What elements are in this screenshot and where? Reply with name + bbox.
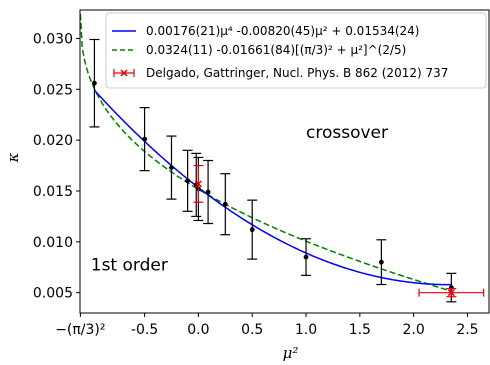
legend-swatch-delgado: [113, 69, 135, 77]
y-tick-label: 0.025: [33, 82, 73, 98]
data-point-10: [376, 239, 387, 286]
y-axis-label: κ: [4, 152, 22, 163]
plot-frame: [79, 9, 490, 314]
legend-entry-delgado: Delgado, Gattringer, Nucl. Phys. B 862 (…: [146, 66, 448, 80]
data-point-2: [166, 135, 177, 200]
reference-point-0: [193, 164, 204, 203]
data-point-marker: [169, 165, 174, 171]
fit-line-power: [80, 14, 452, 292]
y-tick-label: 0.030: [33, 31, 73, 47]
legend-box: [105, 12, 487, 89]
data-point-marker: [378, 259, 384, 265]
y-axis: 0.005 0.010 0.015 0.020 0.025 0.030: [33, 31, 80, 302]
x-tick-label: 1.0: [295, 322, 317, 338]
data-point-0: [89, 38, 100, 128]
y-tick-label: 0.005: [33, 286, 73, 302]
x-tick-label: -0.5: [131, 322, 158, 338]
x-tick-label: 1.5: [349, 322, 371, 338]
data-point-11: [446, 272, 457, 303]
data-point-7: [220, 173, 231, 236]
x-tick-label: −(π/3)²: [55, 322, 105, 338]
x-tick-label: 2.5: [456, 322, 478, 338]
y-tick-label: 0.010: [33, 235, 73, 251]
data-point-marker: [185, 178, 191, 184]
crossover-annotation: crossover: [306, 123, 388, 143]
x-axis-label: μ²: [283, 344, 299, 362]
data-point-9: [301, 238, 312, 276]
legend-marker-cross: [120, 69, 128, 77]
y-tick-label: 0.020: [33, 133, 73, 149]
y-tick-label: 0.015: [33, 184, 73, 200]
reference-point-marker: [194, 180, 202, 188]
x-tick-label: 0.0: [187, 322, 209, 338]
data-point-marker: [303, 254, 309, 260]
reference-point-marker: [447, 289, 455, 297]
first-order-annotation: 1st order: [91, 255, 168, 275]
x-tick-label: 0.5: [241, 322, 263, 338]
data-point-4: [191, 152, 202, 218]
legend-entry-fit2: 0.0324(11) -0.01661(84)[(π/3)² + μ²]^(2/…: [146, 43, 406, 57]
data-point-3: [182, 149, 193, 212]
x-tick-label: 2.0: [403, 322, 425, 338]
fit-line-polynomial: [93, 89, 452, 286]
data-point-marker: [249, 227, 255, 233]
reference-point-1: [418, 287, 485, 298]
plot-marks: [80, 14, 485, 303]
legend: 0.00176(21)μ⁴ -0.00820(45)μ² + 0.01534(2…: [105, 12, 487, 89]
data-point-1: [139, 107, 150, 172]
x-axis: −(π/3)² -0.5 0.0 0.5 1.0 1.5 2.0 2.5: [55, 313, 479, 338]
legend-entry-fit1: 0.00176(21)μ⁴ -0.00820(45)μ² + 0.01534(2…: [146, 24, 420, 38]
data-point-6: [203, 159, 214, 225]
data-point-marker: [205, 189, 211, 195]
data-point-marker: [142, 136, 147, 142]
data-point-8: [247, 199, 258, 260]
data-point-marker: [92, 80, 97, 86]
data-point-marker: [222, 201, 228, 207]
